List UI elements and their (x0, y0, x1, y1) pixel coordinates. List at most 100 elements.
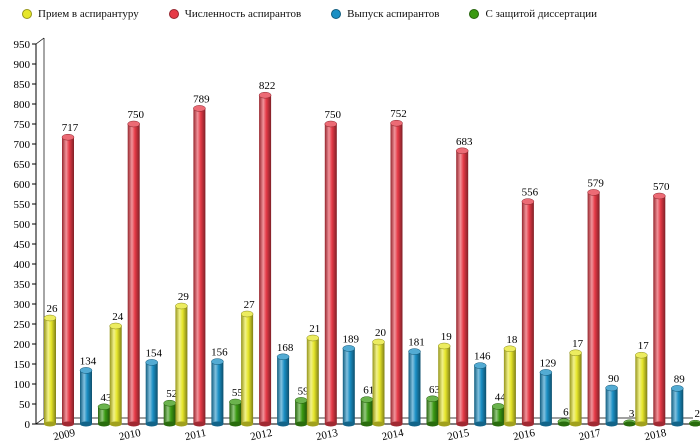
top-edge-line (35, 37, 45, 45)
legend-item: Прием в аспирантуру (22, 8, 139, 20)
bar-base (569, 421, 582, 427)
y-tick-label: 300 (14, 299, 31, 311)
bar-cap (473, 362, 487, 369)
data-label: 43 (101, 392, 113, 404)
legend-label: Прием в аспирантуру (38, 8, 139, 20)
bar-base (653, 421, 666, 427)
y-tick-label: 50 (19, 399, 31, 411)
x-tick-label: 2010 (118, 427, 143, 443)
bar-cap (127, 120, 140, 128)
bar-base (438, 421, 451, 427)
bar-cap (175, 302, 188, 310)
bar (426, 398, 439, 424)
data-label: 134 (80, 355, 97, 367)
data-label: 156 (211, 347, 228, 359)
data-label: 2 (695, 408, 700, 420)
bar (259, 95, 272, 424)
bar-cap (193, 105, 206, 112)
data-label: 129 (540, 357, 557, 369)
floor-edge-line (35, 417, 45, 425)
bar (80, 370, 92, 424)
y-tick-label: 350 (14, 279, 31, 291)
bar-base (587, 421, 600, 427)
data-label: 683 (456, 136, 473, 148)
bar-base (456, 421, 469, 427)
bar-base (259, 421, 272, 427)
bar-cap (408, 348, 421, 355)
bar-base (671, 421, 684, 427)
bar-base (211, 421, 224, 427)
bar (163, 403, 176, 424)
bar (521, 201, 534, 424)
data-label: 26 (47, 303, 59, 315)
x-tick-label: 2017 (578, 427, 603, 443)
y-tick-label: 100 (14, 379, 31, 391)
data-label: 52 (166, 388, 177, 400)
data-label: 59 (298, 385, 310, 397)
bar-cap (211, 358, 224, 365)
bar-cap (294, 397, 308, 404)
data-label: 752 (390, 108, 407, 120)
bar (438, 346, 451, 424)
data-label: 3 (629, 408, 635, 420)
data-label: 44 (495, 391, 507, 403)
y-tick-label: 700 (14, 139, 31, 151)
bar (175, 306, 188, 424)
y-tick-label: 200 (14, 339, 31, 351)
legend-label: Выпуск аспирантов (347, 8, 440, 20)
legend-item: Выпуск аспирантов (331, 8, 439, 20)
bar (372, 342, 385, 424)
y-tick-label: 400 (14, 259, 31, 271)
bar-cap (390, 119, 403, 127)
legend-label: С защитой диссертации (485, 8, 598, 20)
bar (492, 406, 505, 424)
bar (671, 388, 684, 424)
bar-cap (455, 147, 469, 155)
y-tick-label: 850 (14, 79, 31, 91)
y-tick-label: 150 (14, 359, 31, 371)
legend-swatch (168, 9, 179, 19)
x-tick-label: 2012 (249, 427, 273, 443)
bar (360, 399, 373, 424)
bar (295, 400, 308, 424)
legend-item: Численность аспирантов (168, 8, 301, 20)
bar (306, 338, 319, 424)
bar (569, 352, 582, 424)
bar (277, 356, 290, 424)
bar-cap (79, 367, 93, 374)
bar-base (605, 421, 618, 427)
y-tick-label: 800 (14, 99, 31, 111)
data-label: 61 (363, 385, 374, 397)
x-tick-label: 2016 (512, 427, 537, 443)
bar-base (557, 421, 570, 427)
bar-base (163, 421, 176, 427)
bar-cap (437, 342, 451, 350)
legend-swatch (331, 9, 342, 19)
bar (390, 123, 403, 424)
data-label: 146 (474, 351, 491, 363)
data-label: 750 (127, 109, 144, 121)
bar-cap (605, 384, 618, 392)
data-label: 154 (145, 347, 162, 359)
legend: Прием в аспирантуру Численность аспиранто… (22, 8, 627, 20)
bar (456, 150, 469, 425)
data-label: 750 (325, 109, 342, 121)
bar-cap (109, 322, 122, 330)
y-tick-label: 450 (14, 239, 31, 251)
bar (605, 388, 618, 424)
bar-base (241, 421, 254, 427)
data-label: 181 (408, 337, 425, 349)
data-label: 570 (653, 181, 670, 193)
bar-base (635, 421, 648, 427)
bar-base (324, 421, 337, 427)
legend-item: С защитой диссертации (469, 8, 597, 20)
data-label: 27 (244, 299, 256, 311)
data-label: 89 (674, 373, 686, 385)
bar-cap (145, 359, 158, 366)
data-label: 168 (277, 342, 294, 354)
x-tick-label: 2009 (52, 427, 77, 443)
legend-swatch (22, 9, 32, 19)
bar-cap (491, 403, 505, 410)
bar-cap (342, 345, 356, 352)
y-tick-label: 900 (14, 59, 31, 71)
